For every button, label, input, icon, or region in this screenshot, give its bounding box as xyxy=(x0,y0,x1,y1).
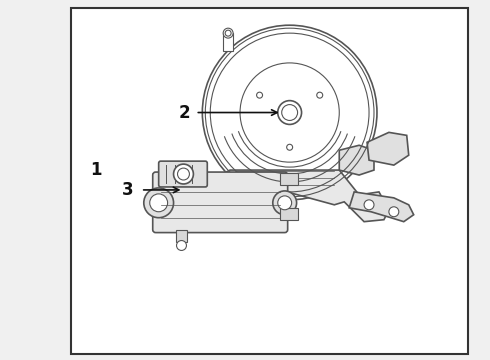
Circle shape xyxy=(257,92,263,98)
Bar xyxy=(280,208,297,220)
Circle shape xyxy=(144,188,173,218)
FancyBboxPatch shape xyxy=(72,8,468,354)
Bar xyxy=(175,230,188,242)
Circle shape xyxy=(176,240,187,251)
Circle shape xyxy=(273,191,296,215)
Circle shape xyxy=(317,92,323,98)
Circle shape xyxy=(278,196,292,210)
Text: 1: 1 xyxy=(91,161,102,179)
Polygon shape xyxy=(220,170,389,222)
Polygon shape xyxy=(367,132,409,165)
Circle shape xyxy=(225,30,231,36)
Circle shape xyxy=(202,25,377,200)
Circle shape xyxy=(287,144,293,150)
Circle shape xyxy=(389,207,399,217)
Text: 2: 2 xyxy=(179,104,191,122)
FancyBboxPatch shape xyxy=(153,172,288,233)
Circle shape xyxy=(173,164,194,184)
Circle shape xyxy=(223,28,233,38)
Circle shape xyxy=(278,100,301,125)
Bar xyxy=(280,173,297,185)
Polygon shape xyxy=(349,192,414,222)
Circle shape xyxy=(364,200,374,210)
Text: 3: 3 xyxy=(122,181,134,199)
Polygon shape xyxy=(339,145,374,175)
FancyBboxPatch shape xyxy=(159,161,207,187)
Bar xyxy=(223,33,233,51)
Circle shape xyxy=(150,194,168,212)
Circle shape xyxy=(282,105,297,121)
Circle shape xyxy=(240,63,339,162)
Circle shape xyxy=(177,168,190,180)
